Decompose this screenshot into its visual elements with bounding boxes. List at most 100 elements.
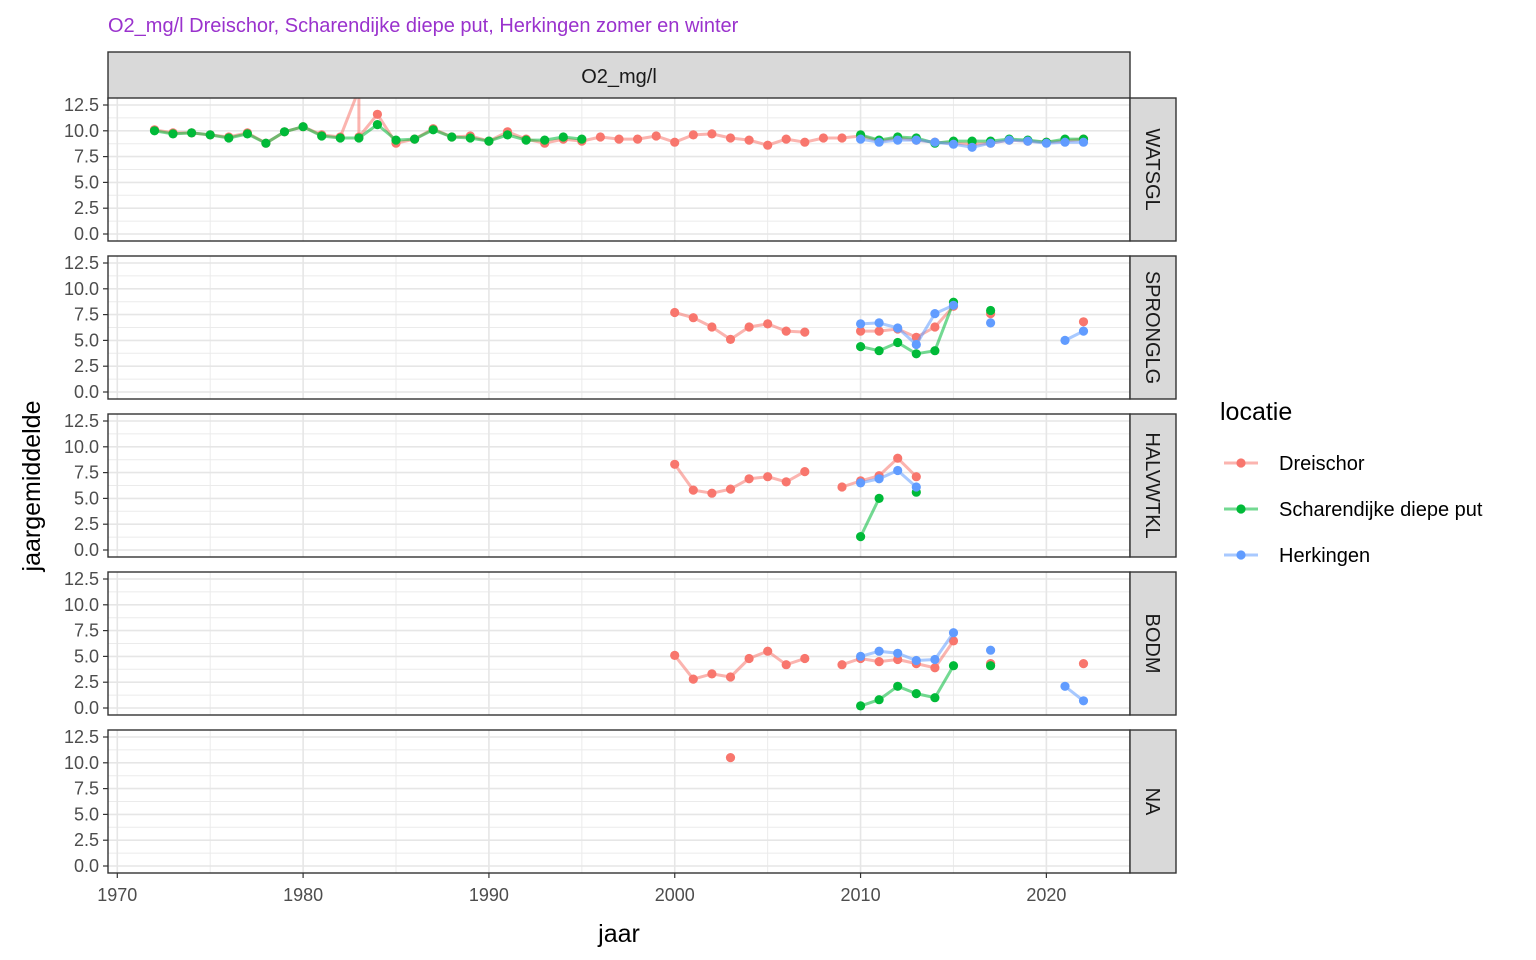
data-point: [1060, 137, 1070, 147]
row-strip-background: [1129, 729, 1177, 874]
data-point: [911, 135, 921, 145]
chart-title: O2_mg/l Dreischor, Scharendijke diepe pu…: [108, 15, 739, 37]
series-dreischor: [670, 453, 921, 498]
x-tick-label: 1970: [97, 885, 137, 905]
data-point: [651, 131, 661, 141]
y-tick-label: 12.5: [64, 253, 99, 273]
y-tick-label: 5.0: [74, 172, 99, 192]
panel-bodm: 0.0 2.5 5.0 7.5 10.0 12.5 BODM: [64, 569, 1177, 718]
y-tick-label: 2.5: [74, 514, 99, 534]
data-point: [930, 137, 940, 147]
data-point: [707, 669, 717, 679]
data-point: [707, 129, 717, 139]
data-point: [874, 137, 884, 147]
x-axis: 1970 1980 1990 2000 2010 2020: [97, 873, 1066, 905]
data-point: [930, 693, 940, 703]
x-tick-label: 2000: [655, 885, 695, 905]
y-tick-label: 7.5: [74, 305, 99, 325]
data-point: [242, 129, 252, 139]
data-point: [558, 132, 568, 142]
y-tick-label: 5.0: [74, 488, 99, 508]
y-tick-label: 0.0: [74, 698, 99, 718]
y-tick-label: 7.5: [74, 621, 99, 641]
data-point: [800, 653, 810, 664]
data-point: [763, 319, 773, 329]
panel-watsgl: 0.0 2.5 5.0 7.5 10.0 12.5 WATSGL: [64, 95, 1177, 244]
data-point: [930, 309, 940, 319]
data-point: [391, 135, 401, 145]
row-strip-label: WATSGL: [1141, 128, 1163, 210]
x-axis-title: jaar: [597, 920, 640, 948]
data-point: [856, 651, 866, 662]
series-line: [860, 469, 918, 489]
legend-item-scharendijke-diepe-put: Scharendijke diepe put: [1224, 499, 1483, 521]
data-point: [521, 135, 531, 145]
y-tick-label: 0.0: [74, 856, 99, 876]
data-point: [1078, 326, 1089, 336]
data-point: [856, 134, 866, 144]
series-line: [859, 497, 881, 538]
data-point: [187, 128, 197, 138]
data-point: [837, 482, 847, 492]
data-point: [298, 122, 308, 132]
data-point: [725, 672, 736, 682]
data-point: [744, 474, 754, 484]
x-tick-label: 1980: [283, 885, 323, 905]
data-point: [911, 689, 921, 699]
data-point: [725, 484, 736, 494]
series-herkingen: [856, 465, 921, 492]
data-point: [874, 474, 884, 484]
data-point: [484, 136, 494, 146]
column-strip-background: [107, 51, 1131, 100]
legend-item-dreischor: Dreischor: [1224, 453, 1365, 475]
panel-data: [149, 98, 1089, 152]
data-point: [893, 135, 903, 145]
y-tick-label: 5.0: [74, 646, 99, 666]
data-point: [725, 334, 736, 344]
data-point: [1004, 135, 1014, 145]
data-point: [930, 322, 940, 332]
y-tick-label: 5.0: [74, 330, 99, 350]
row-strip-background: [1129, 571, 1177, 716]
data-point: [874, 646, 884, 656]
legend-label: Herkingen: [1279, 545, 1370, 567]
panel-na: 0.0 2.5 5.0 7.5 10.0 12.5 NA: [64, 727, 1177, 876]
row-strip-label: HALVWTKL: [1141, 432, 1163, 538]
data-point: [986, 318, 996, 328]
legend-item-herkingen: Herkingen: [1224, 545, 1370, 567]
data-point: [372, 109, 382, 119]
row-strip-background: [1129, 413, 1177, 558]
data-point: [893, 681, 903, 691]
data-point: [893, 465, 903, 476]
panel-halvwtkl: 0.0 2.5 5.0 7.5 10.0 12.5 HALVWTKL: [64, 411, 1177, 560]
data-point: [1060, 681, 1070, 691]
data-point: [670, 459, 680, 469]
legend-key-point: [1236, 458, 1246, 468]
data-point: [1078, 659, 1089, 669]
data-point: [948, 300, 959, 310]
y-tick-label: 12.5: [64, 95, 99, 115]
data-point: [707, 488, 717, 498]
legend-key-point: [1236, 550, 1246, 560]
data-point: [447, 132, 457, 142]
data-point: [911, 482, 921, 492]
data-point: [224, 133, 234, 143]
data-point: [781, 477, 791, 487]
y-tick-label: 10.0: [64, 279, 99, 299]
data-point: [986, 305, 996, 316]
data-point: [744, 135, 754, 145]
series-dreischor: [725, 753, 736, 763]
data-point: [335, 133, 345, 143]
y-tick-label: 12.5: [64, 569, 99, 589]
data-point: [725, 753, 736, 763]
y-tick-label: 12.5: [64, 727, 99, 747]
y-tick-label: 5.0: [74, 804, 99, 824]
data-point: [633, 134, 643, 144]
data-point: [1060, 335, 1070, 345]
data-point: [670, 650, 680, 661]
data-point: [948, 139, 959, 149]
panel-data: [670, 628, 1089, 711]
y-tick-label: 2.5: [74, 830, 99, 850]
y-tick-label: 10.0: [64, 753, 99, 773]
